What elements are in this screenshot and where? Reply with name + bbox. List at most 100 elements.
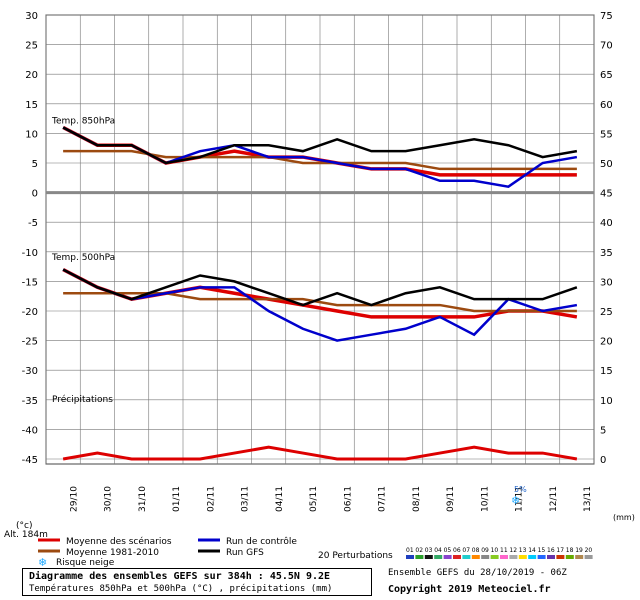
perturbation-swatch	[453, 555, 461, 559]
perturbation-id: 10	[491, 547, 499, 554]
perturbation-swatch	[518, 555, 527, 559]
date-label: 13/11	[583, 486, 593, 512]
date-label: 04/11	[275, 486, 285, 512]
right-tick-label: 60	[600, 100, 613, 111]
diagram-subtitle: Températures 850hPa et 500hPa (°C) , pré…	[29, 584, 333, 594]
series-line-t500	[62, 268, 578, 342]
right-tick-label: 45	[600, 189, 613, 200]
left-tick-label: -25	[22, 337, 38, 348]
snow-legend-label: Risque neige	[56, 558, 115, 568]
left-tick-label: -10	[22, 248, 38, 259]
date-label: 31/10	[138, 486, 148, 512]
perturbation-swatch	[406, 555, 414, 559]
perturbation-id: 01	[406, 547, 414, 554]
date-label: 30/10	[104, 486, 114, 512]
date-label: 01/11	[172, 486, 182, 512]
snow-legend-icon: ❄	[38, 556, 47, 569]
snow-pct-label: 5%	[514, 485, 527, 494]
left-unit-label: (°c)	[16, 521, 32, 531]
run-info: Ensemble GEFS du 28/10/2019 - 06Z	[388, 568, 567, 578]
perturbation-swatch	[556, 555, 565, 559]
perturbation-id: 07	[462, 547, 470, 554]
perturbation-swatch	[565, 555, 574, 559]
perturbation-id: 19	[575, 547, 583, 554]
diagram-info-box: Diagramme des ensembles GEFS sur 384h : …	[22, 568, 372, 596]
left-tick-label: -40	[22, 425, 38, 436]
perturbation-swatch	[537, 555, 546, 559]
perturbation-id: 03	[425, 547, 433, 554]
right-tick-label: 0	[600, 455, 606, 466]
right-tick-label: 35	[600, 248, 613, 259]
perturbation-swatch	[415, 555, 424, 559]
date-label: 08/11	[412, 486, 422, 512]
perturbation-swatch	[471, 555, 480, 559]
right-tick-label: 20	[600, 337, 613, 348]
right-tick-label: 15	[600, 366, 613, 377]
precip-mean-line	[62, 445, 578, 461]
perturbation-id: 04	[434, 547, 442, 554]
right-tick-label: 55	[600, 129, 613, 140]
perturbation-swatch	[490, 555, 499, 559]
perturbation-id: 06	[453, 547, 461, 554]
right-tick-label: 75	[600, 11, 613, 22]
perturbation-swatch	[584, 555, 593, 559]
right-tick-label: 25	[600, 307, 613, 318]
perturbation-swatch	[424, 555, 433, 559]
left-tick-label: 5	[32, 159, 38, 170]
date-label: 09/11	[446, 486, 456, 512]
perturbation-id: 11	[500, 547, 508, 554]
perturbation-swatch	[462, 555, 471, 559]
diagram-title: Diagramme des ensembles GEFS sur 384h : …	[29, 571, 331, 582]
right-tick-label: 10	[600, 396, 613, 407]
perturbation-swatch	[481, 555, 490, 559]
right-tick-label: 30	[600, 277, 613, 288]
perturbation-id: 17	[556, 547, 564, 554]
perturbation-swatch	[509, 555, 518, 559]
date-label: 29/10	[69, 486, 79, 512]
date-label: 06/11	[343, 486, 353, 512]
date-label: 03/11	[241, 486, 251, 512]
left-tick-label: 15	[25, 100, 38, 111]
perturbation-swatch	[500, 555, 508, 559]
left-tick-label: 30	[25, 11, 38, 22]
left-tick-label: 25	[25, 41, 38, 52]
perturbation-id: 08	[472, 547, 480, 554]
panel-label: Temp. 500hPa	[51, 253, 115, 263]
perturbations-label: 20 Perturbations	[318, 551, 393, 561]
perturbation-swatch	[443, 555, 452, 559]
perturbation-swatch	[547, 555, 555, 559]
date-label: 05/11	[309, 486, 319, 512]
perturbation-swatch	[434, 555, 443, 559]
perturbation-id: 20	[585, 547, 593, 554]
left-tick-label: -30	[22, 366, 38, 377]
legend-label: Moyenne des scénarios	[66, 536, 172, 547]
date-label: 07/11	[378, 486, 388, 512]
date-label: 12/11	[549, 486, 559, 512]
left-tick-label: -15	[22, 277, 38, 288]
left-tick-label: -20	[22, 307, 38, 318]
right-tick-label: 70	[600, 41, 613, 52]
right-tick-label: 50	[600, 159, 613, 170]
copyright: Copyright 2019 Meteociel.fr	[388, 584, 551, 595]
perturbation-id: 15	[538, 547, 546, 554]
panel-label: Précipitations	[52, 394, 113, 405]
perturbation-swatch	[575, 555, 584, 559]
perturbation-swatch	[528, 555, 537, 559]
date-label: 11/11	[515, 486, 525, 512]
perturbation-id: 09	[481, 547, 489, 554]
right-tick-label: 40	[600, 218, 613, 229]
series-line-t500	[62, 268, 578, 307]
perturbation-id: 13	[519, 547, 527, 554]
legend-label: Moyenne 1981-2010	[66, 548, 159, 558]
perturbation-id: 02	[415, 547, 423, 554]
legend-label: Run GFS	[226, 548, 264, 558]
perturbation-id: 12	[509, 547, 517, 554]
perturbation-id: 05	[444, 547, 452, 554]
left-tick-label: -5	[28, 218, 38, 229]
right-tick-label: 65	[600, 70, 613, 81]
perturbation-id: 14	[528, 547, 536, 554]
series-line-t850	[62, 126, 578, 165]
left-tick-label: -45	[22, 455, 38, 466]
left-tick-label: 0	[32, 189, 38, 200]
